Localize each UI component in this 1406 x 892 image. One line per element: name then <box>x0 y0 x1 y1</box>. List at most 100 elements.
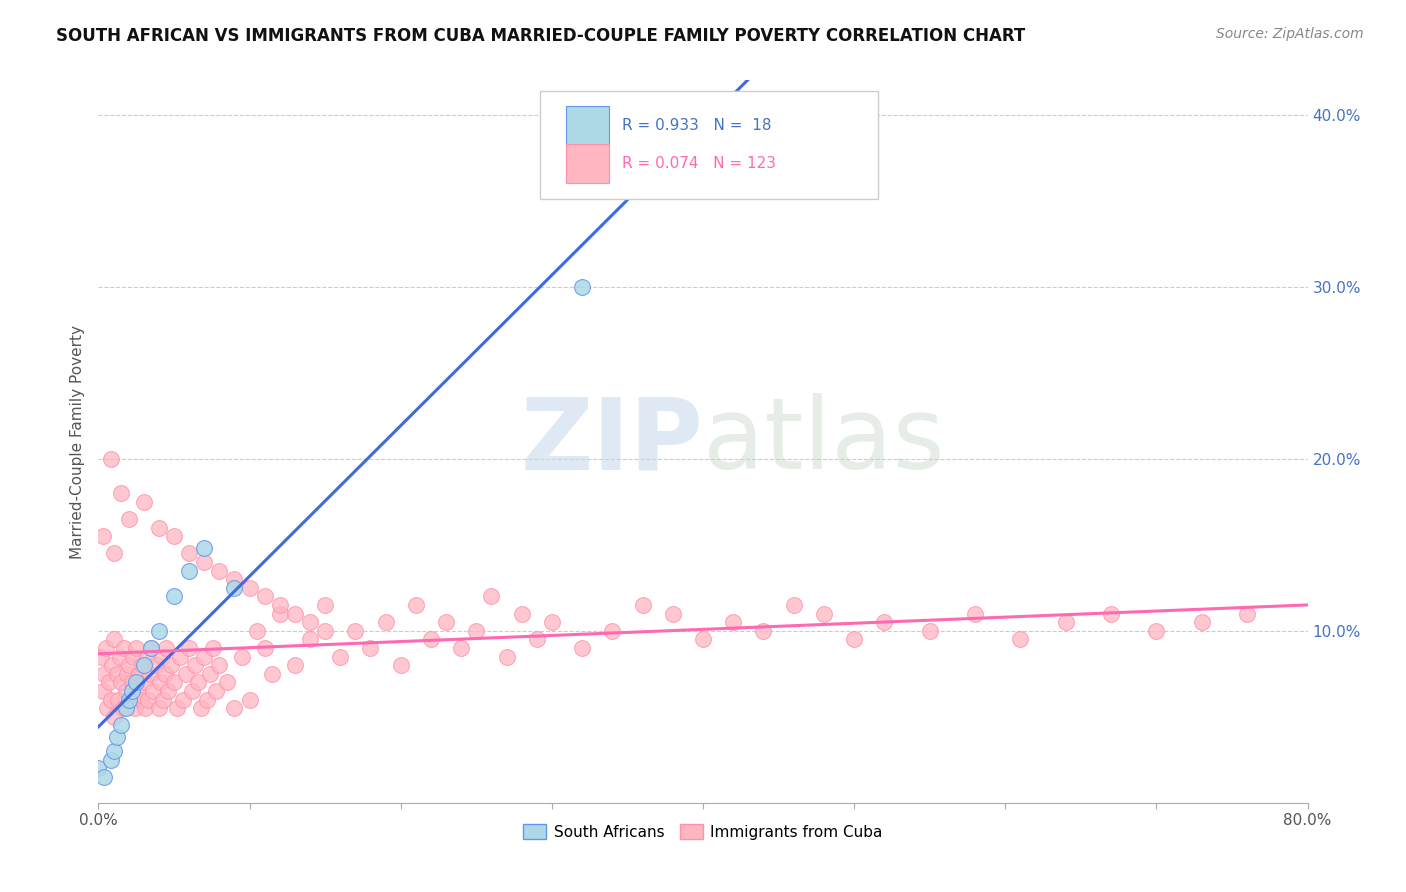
Point <box>112 640 135 655</box>
Point <box>224 701 246 715</box>
Point <box>179 546 201 560</box>
Point <box>125 675 148 690</box>
Point <box>329 649 352 664</box>
Point <box>121 684 143 698</box>
Point <box>100 692 122 706</box>
Point <box>103 744 125 758</box>
Point <box>631 598 654 612</box>
Point <box>374 615 396 630</box>
Point <box>132 658 155 673</box>
Point <box>215 675 238 690</box>
Point <box>193 555 215 569</box>
Legend: South Africans, Immigrants from Cuba: South Africans, Immigrants from Cuba <box>517 818 889 846</box>
Point <box>434 615 457 630</box>
Point <box>239 581 262 595</box>
Point <box>98 675 121 690</box>
Point <box>1144 624 1167 638</box>
Point <box>148 520 170 534</box>
Point <box>132 494 155 508</box>
Point <box>813 607 835 621</box>
Point <box>450 640 472 655</box>
Point <box>105 731 128 745</box>
Point <box>205 684 228 698</box>
Point <box>873 615 896 630</box>
Point <box>224 572 246 586</box>
Text: SOUTH AFRICAN VS IMMIGRANTS FROM CUBA MARRIED-COUPLE FAMILY POVERTY CORRELATION : SOUTH AFRICAN VS IMMIGRANTS FROM CUBA MA… <box>56 27 1025 45</box>
Point <box>101 658 124 673</box>
Point <box>125 640 148 655</box>
Point <box>172 692 194 706</box>
Text: R = 0.933   N =  18: R = 0.933 N = 18 <box>621 119 772 133</box>
Point <box>602 624 624 638</box>
Point <box>965 607 987 621</box>
Point <box>114 684 136 698</box>
Point <box>153 666 176 681</box>
Point <box>148 701 170 715</box>
Point <box>269 607 291 621</box>
Point <box>93 770 115 784</box>
Y-axis label: Married-Couple Family Poverty: Married-Couple Family Poverty <box>69 325 84 558</box>
Point <box>1236 607 1258 621</box>
Point <box>420 632 443 647</box>
Point <box>131 658 153 673</box>
Point <box>141 640 163 655</box>
Point <box>526 632 548 647</box>
Point <box>918 624 941 638</box>
Point <box>163 675 186 690</box>
Point <box>752 624 775 638</box>
Point <box>262 666 284 681</box>
Point <box>179 640 201 655</box>
Point <box>145 658 167 673</box>
Point <box>1054 615 1077 630</box>
Point <box>195 692 218 706</box>
Point <box>661 607 683 621</box>
Bar <box>567 106 609 145</box>
Point <box>692 632 714 647</box>
Point <box>120 692 142 706</box>
Point <box>783 598 806 612</box>
Point <box>193 541 215 556</box>
Point <box>181 684 204 698</box>
Point <box>200 666 222 681</box>
Point <box>94 640 117 655</box>
Point <box>108 649 131 664</box>
Point <box>91 529 114 543</box>
Point <box>1191 615 1213 630</box>
Point <box>1010 632 1032 647</box>
Point <box>155 640 177 655</box>
Point <box>360 640 382 655</box>
Point <box>105 666 128 681</box>
Point <box>103 546 125 560</box>
Point <box>202 640 225 655</box>
Point <box>465 624 488 638</box>
Point <box>239 692 262 706</box>
Point <box>156 684 179 698</box>
Point <box>284 658 307 673</box>
Point <box>190 701 212 715</box>
Point <box>124 701 146 715</box>
Point <box>127 684 149 698</box>
Point <box>128 666 150 681</box>
Point <box>571 279 593 293</box>
Point <box>107 692 129 706</box>
Text: atlas: atlas <box>703 393 945 490</box>
Point <box>246 624 269 638</box>
Point <box>314 598 336 612</box>
Point <box>91 684 114 698</box>
Point <box>166 701 188 715</box>
Point <box>184 658 207 673</box>
Point <box>96 701 118 715</box>
Point <box>208 658 231 673</box>
Point <box>149 675 172 690</box>
Point <box>150 649 173 664</box>
Point <box>495 649 517 664</box>
Point <box>141 640 163 655</box>
Point <box>169 649 191 664</box>
Point <box>193 649 215 664</box>
Point <box>103 632 125 647</box>
Point <box>121 675 143 690</box>
Point <box>540 615 562 630</box>
Point <box>100 753 122 767</box>
Point <box>174 666 197 681</box>
Point <box>90 649 112 664</box>
